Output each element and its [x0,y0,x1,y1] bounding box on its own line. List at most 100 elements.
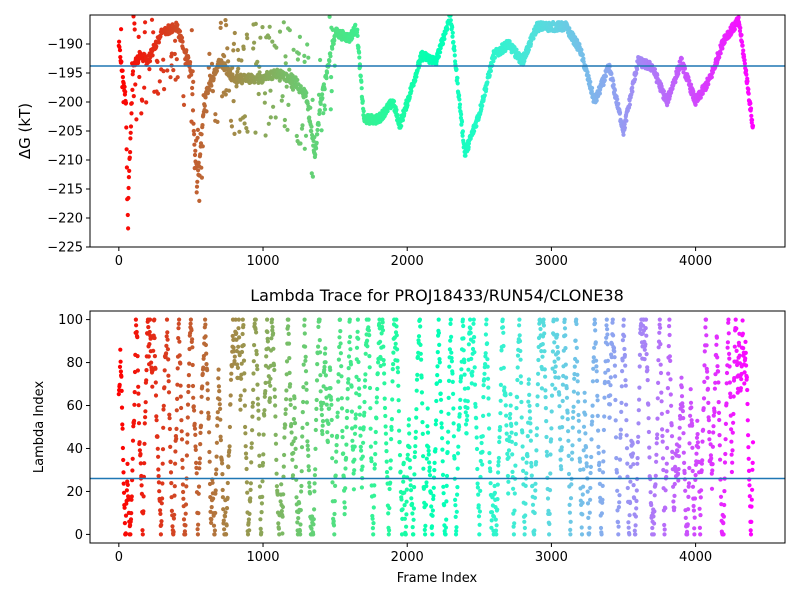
lambda-point [635,456,640,461]
lambda-point [437,357,442,362]
lambda-point [480,462,485,467]
lambda-point [440,472,446,477]
delta-g-point [207,51,212,57]
lambda-point [196,511,201,516]
lambda-point [520,444,525,449]
lambda-point [451,406,456,411]
lambda-point [517,323,522,328]
lambda-point [406,423,411,428]
lambda-point [265,339,270,344]
lambda-point [248,496,253,501]
delta-g-point [320,96,325,101]
lambda-point [325,439,330,445]
delta-g-point [411,83,416,88]
lambda-point [470,369,475,374]
lambda-point [523,501,528,506]
lambda-point [293,446,298,451]
delta-g-point [457,93,462,98]
delta-g-point [567,26,572,31]
delta-g-x-tick-label: 4000 [679,254,712,269]
delta-g-point [245,36,250,41]
lambda-point [657,317,662,322]
lambda-point [577,437,582,442]
delta-g-point [123,100,129,105]
lambda-point [578,467,583,472]
lambda-point [402,490,407,495]
lambda-point [371,521,376,526]
delta-g-point [119,27,124,32]
lambda-point [199,394,204,399]
lambda-point [489,510,495,515]
lambda-point [476,492,481,497]
lambda-point [388,466,393,471]
delta-g-point [196,168,201,173]
lambda-point [464,418,469,423]
lambda-point [353,424,358,429]
delta-g-point [308,105,313,110]
lambda-point [581,448,586,453]
lambda-point [686,484,691,489]
lambda-point [735,390,740,395]
lambda-point [677,444,682,449]
lambda-point [312,481,317,486]
lambda-point [149,360,154,365]
lambda-point [177,353,182,358]
lambda-point [529,473,534,478]
lambda-point [449,350,454,355]
lambda-y-tick-label: 0 [75,528,83,543]
lambda-point [513,463,518,468]
lambda-point [695,432,700,437]
lambda-point [248,499,253,504]
lambda-point [345,408,350,414]
lambda-point [334,449,339,454]
lambda-point [555,332,560,337]
delta-g-point [634,71,639,76]
lambda-point [174,408,179,413]
lambda-point [376,360,381,365]
lambda-point [159,519,164,524]
delta-g-point [199,175,204,180]
lambda-point [547,511,552,516]
lambda-point [589,454,594,460]
lambda-point [504,423,509,428]
lambda-point [357,412,362,417]
lambda-point [634,498,639,504]
lambda-point [413,444,418,449]
lambda-point [283,423,288,428]
lambda-point [220,487,225,493]
lambda-point [336,357,341,362]
lambda-point [237,353,242,358]
lambda-point [267,399,272,404]
lambda-point [390,379,395,384]
lambda-point [142,421,147,426]
lambda-point [404,487,409,492]
lambda-point [726,317,731,322]
lambda-point [141,494,146,499]
lambda-point [410,525,415,530]
lambda-point [218,434,223,439]
lambda-point [179,437,185,442]
delta-g-point [673,80,678,85]
lambda-point [648,490,653,495]
lambda-point [542,349,547,354]
lambda-point [169,481,174,486]
lambda-point [659,399,664,404]
lambda-point [251,359,256,364]
lambda-point [322,364,327,370]
lambda-point [158,532,163,537]
lambda-point [289,430,294,435]
lambda-point [269,336,274,341]
delta-g-point [209,83,214,88]
lambda-point [190,337,195,342]
delta-g-point [173,38,178,43]
lambda-point [594,369,599,374]
lambda-point [189,328,194,333]
lambda-point [387,506,392,511]
delta-g-point [448,15,453,18]
lambda-point [543,395,548,400]
lambda-point [274,484,279,489]
lambda-point [389,427,394,432]
delta-g-point [655,73,660,78]
delta-g-point [257,70,262,75]
lambda-point [242,388,247,393]
